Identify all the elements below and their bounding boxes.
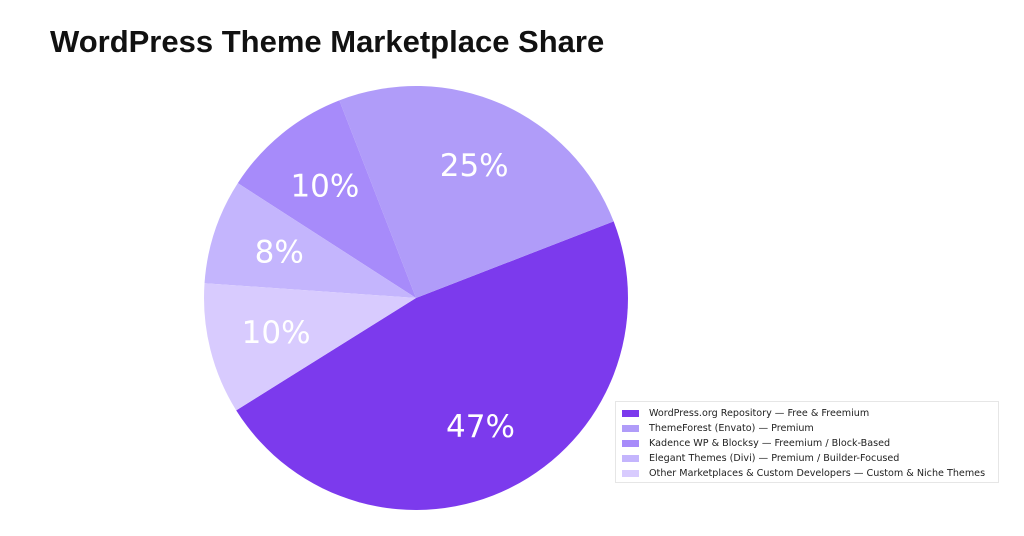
legend-item-kadence-blocksy: Kadence WP & Blocksy — Freemium / Block-… [622, 436, 998, 451]
pie-slice-labels: 47% 25% 10% 8% 10% [242, 148, 515, 445]
slice-percent-label: 10% [290, 168, 359, 204]
legend-label: Other Marketplaces & Custom Developers —… [649, 468, 986, 479]
legend-swatch [622, 455, 639, 462]
slice-percent-label: 8% [255, 235, 304, 271]
slice-percent-label: 25% [440, 148, 509, 184]
legend-label: Elegant Themes (Divi) — Premium / Builde… [649, 453, 900, 464]
slice-percent-label: 10% [242, 315, 311, 351]
legend-swatch [622, 470, 639, 477]
pie-slice-0 [236, 221, 628, 510]
legend-label: WordPress.org Repository — Free & Freemi… [649, 408, 870, 419]
slice-percent-label: 47% [446, 409, 515, 445]
legend-swatch [622, 425, 639, 432]
pie-slices [204, 86, 628, 510]
pie-slice-2 [237, 100, 416, 298]
legend-item-elegant-themes: Elegant Themes (Divi) — Premium / Builde… [622, 451, 998, 466]
legend-swatch [622, 410, 639, 417]
legend-item-themeforest: ThemeForest (Envato) — Premium [622, 421, 998, 436]
legend-item-wordpress-org: WordPress.org Repository — Free & Freemi… [622, 406, 998, 421]
pie-slice-4 [204, 283, 416, 411]
legend-item-other-marketplaces: Other Marketplaces & Custom Developers —… [622, 466, 998, 481]
pie-slice-3 [204, 183, 416, 298]
legend-swatch [622, 440, 639, 447]
legend-label: ThemeForest (Envato) — Premium [649, 423, 814, 434]
chart-legend: WordPress.org Repository — Free & Freemi… [615, 401, 999, 483]
legend-label: Kadence WP & Blocksy — Freemium / Block-… [649, 438, 891, 449]
chart-title: WordPress Theme Marketplace Share [50, 24, 605, 59]
pie-slice-1 [339, 86, 614, 298]
